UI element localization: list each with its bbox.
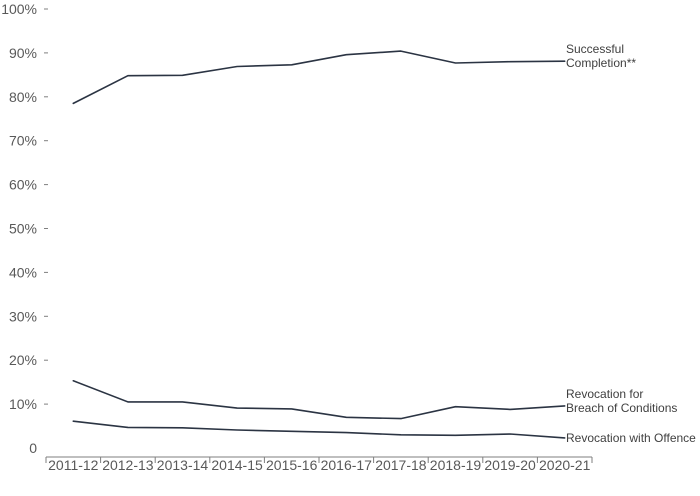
x-tick-label: 2014-15: [211, 457, 263, 473]
x-tick-label: 2017-18: [375, 457, 427, 473]
x-tick-label: 2018-19: [430, 457, 482, 473]
y-tick-label: 50%: [9, 221, 37, 237]
y-axis: 0 10% 20% 30% 40% 50% 60% 70% 80% 90% 100%: [1, 1, 48, 456]
x-tick-label: 2015-16: [266, 457, 318, 473]
x-tick-label: 2013-14: [157, 457, 209, 473]
series-label: Revocation with Offence: [566, 431, 696, 445]
series-lines: [72, 50, 566, 439]
series-label: Revocation for: [566, 387, 643, 401]
x-tick-label: 2019-20: [484, 457, 536, 473]
x-tick-label: 2016-17: [321, 457, 373, 473]
x-axis: 2011-12 2012-13 2013-14 2014-15 2015-16 2016-…: [45, 456, 593, 473]
y-tick-label: 90%: [9, 45, 37, 61]
y-tick-label: 80%: [9, 89, 37, 105]
y-tick-label: 10%: [9, 396, 37, 412]
series-label: Completion**: [566, 56, 636, 70]
y-tick-label: 30%: [9, 308, 37, 324]
series-label: Breach of Conditions: [566, 401, 677, 415]
y-tick-label: 100%: [1, 1, 37, 17]
series-line: [72, 420, 566, 439]
x-tick-label: 2020-21: [539, 457, 591, 473]
y-tick-label: 40%: [9, 264, 37, 280]
y-tick-label: 70%: [9, 133, 37, 149]
y-tick-label: 0: [29, 440, 37, 456]
x-tick-label: 2011-12: [48, 457, 99, 473]
series-line: [72, 50, 566, 105]
series-line: [72, 379, 566, 420]
series-label: Successful: [566, 42, 624, 56]
y-tick-label: 20%: [9, 352, 37, 368]
y-tick-label: 60%: [9, 177, 37, 193]
x-tick-label: 2012-13: [102, 457, 154, 473]
